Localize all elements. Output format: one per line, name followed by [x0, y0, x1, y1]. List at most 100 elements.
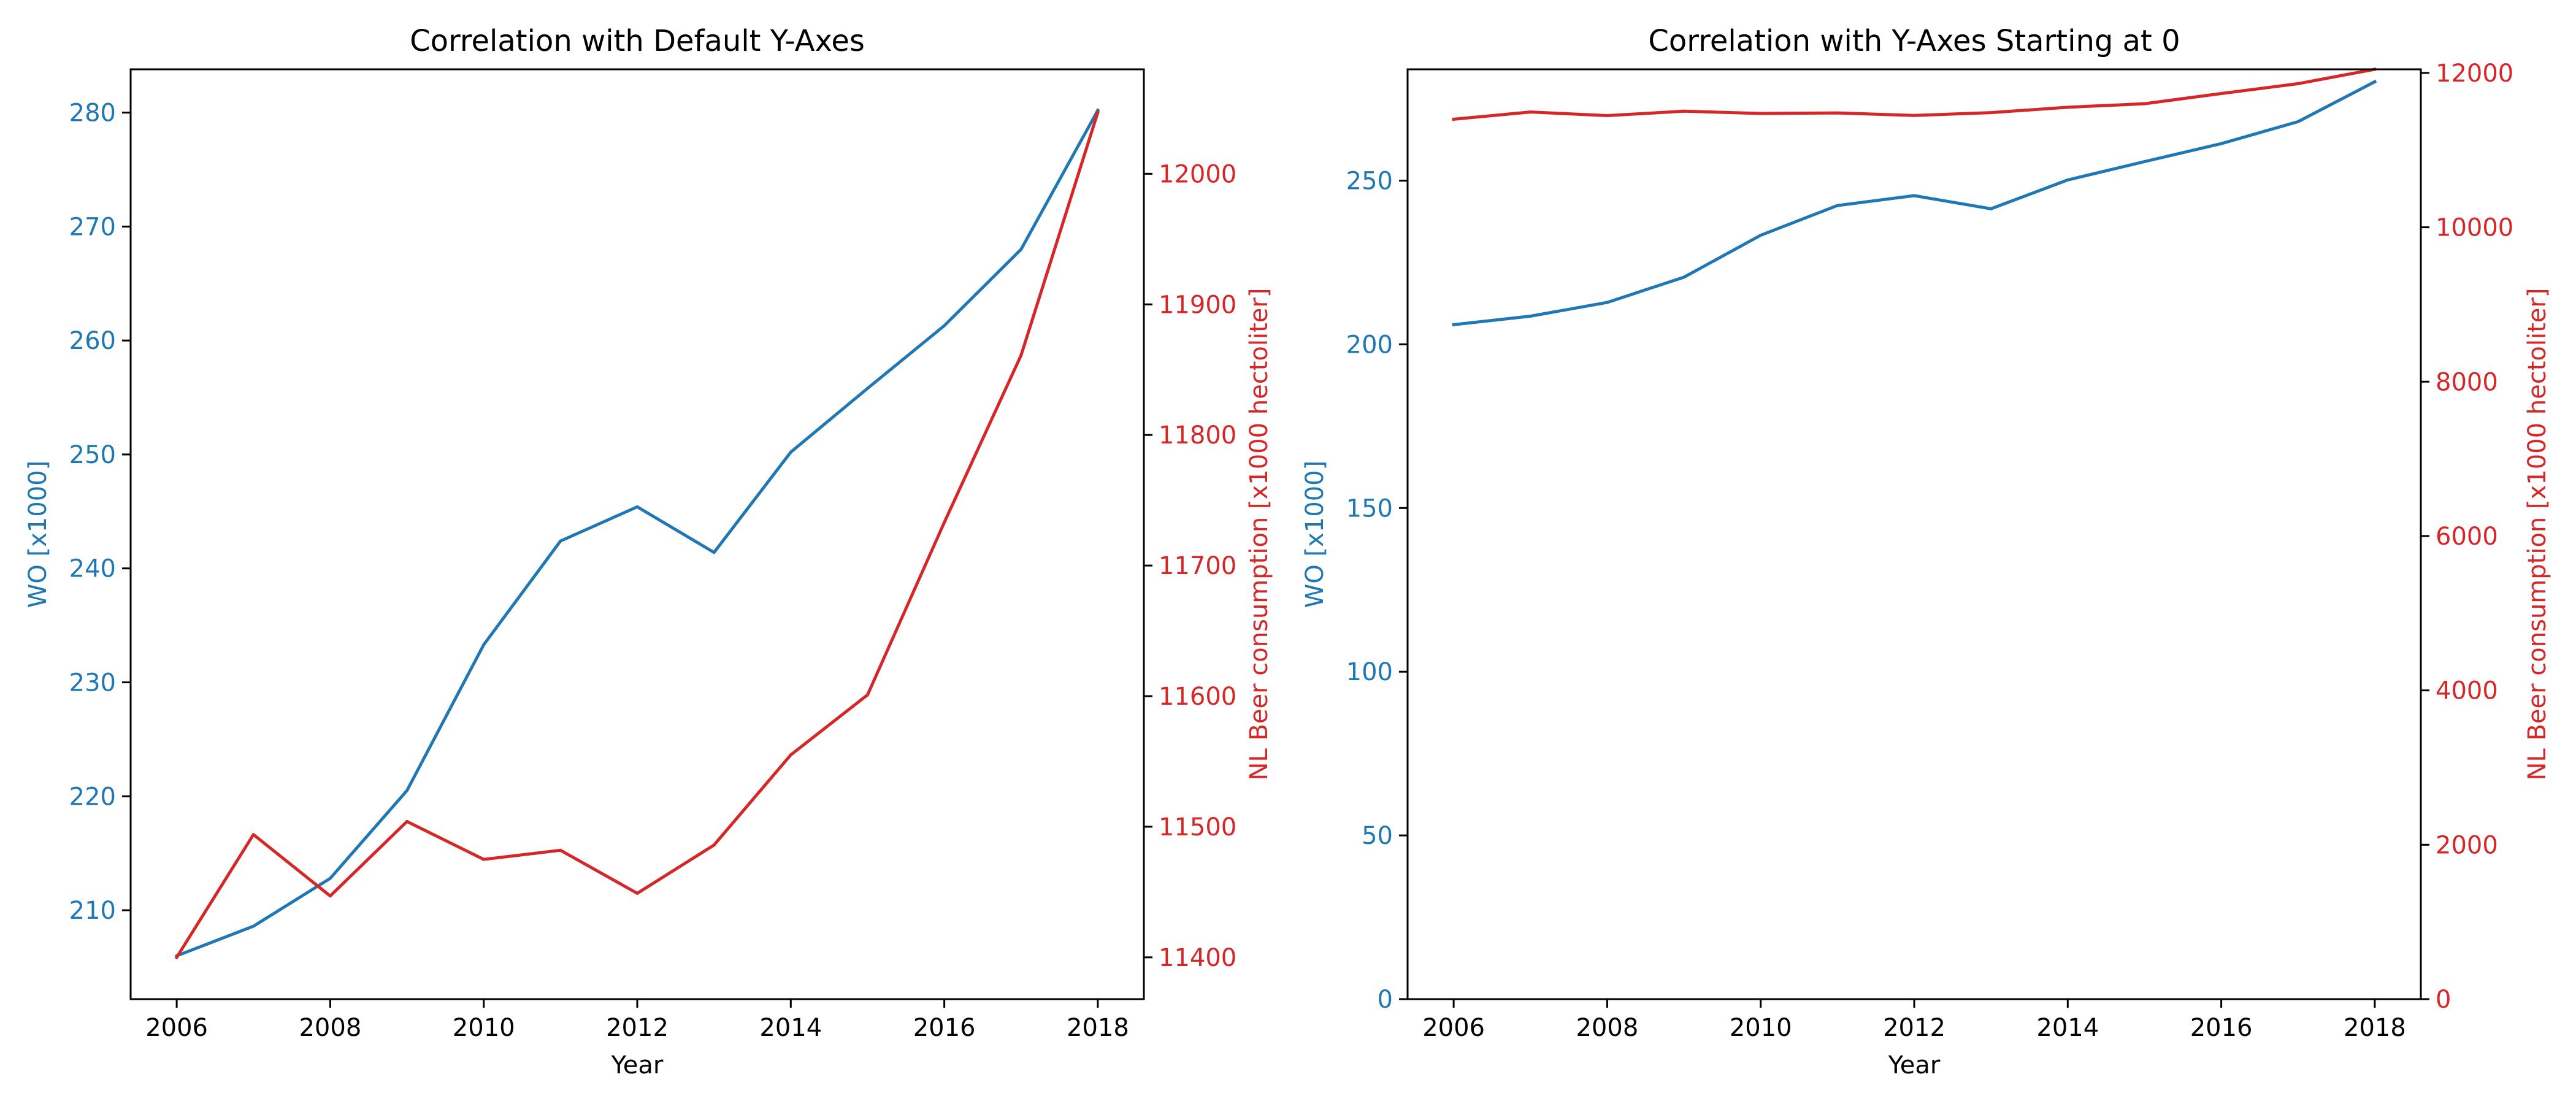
data-point-beer-2015: [2143, 102, 2146, 105]
y-left-tick-label: 270: [69, 213, 116, 241]
data-point-beer-2014: [2066, 105, 2069, 109]
x-tick-label: 2014: [759, 1014, 822, 1042]
x-tick-label: 2010: [453, 1014, 515, 1042]
chart-1-x-ticks: 2006 2008 2010 2012 2014 2016 2018: [145, 999, 1129, 1042]
x-tick-label: 2012: [1883, 1014, 1945, 1042]
x-tick-label: 2016: [2190, 1014, 2253, 1042]
data-point-beer-2009: [405, 819, 408, 823]
chart-2-y-right-axis-label: NL Beer consumption [x1000 hectoliter]: [2523, 288, 2551, 781]
data-point-wo-2014: [789, 450, 792, 454]
y-left-tick-label: 250: [69, 441, 116, 469]
x-tick-label: 2018: [1067, 1014, 1129, 1042]
chart-2-title: Correlation with Y-Axes Starting at 0: [1648, 24, 2180, 58]
chart-1-y-left-axis-label: WO [x1000]: [24, 461, 52, 608]
chart-2-series-wo: [1452, 79, 2377, 327]
data-point-beer-2011: [1836, 111, 1839, 115]
y-left-tick-label: 210: [69, 897, 116, 925]
y-left-tick-label: 220: [69, 783, 116, 811]
chart-1-series-beer: [174, 110, 1100, 960]
chart-1-y-right-ticks: 11400 11500 11600 11700 11800 11900 12000: [1144, 160, 1236, 972]
data-point-beer-2011: [559, 848, 562, 852]
data-point-wo-2012: [1912, 194, 1916, 197]
data-point-beer-2008: [328, 894, 332, 898]
y-left-tick-label: 240: [69, 555, 116, 583]
data-point-wo-2010: [482, 643, 486, 646]
y-left-tick-label: 230: [69, 669, 116, 697]
y-right-tick-label: 0: [2436, 986, 2451, 1014]
y-left-tick-label: 100: [1346, 658, 1393, 686]
chart-1-y-right-axis-label: NL Beer consumption [x1000 hectoliter]: [1245, 288, 1273, 781]
data-point-wo-2016: [943, 324, 946, 328]
chart-1-series-wo: [174, 108, 1100, 958]
chart-zero-axes: 2006 2008 2010 2012 2014 2016 2018 0 50 100 150 20…: [1301, 24, 2551, 1079]
data-point-beer-2007: [251, 833, 255, 837]
chart-2-x-ticks: 2006 2008 2010 2012 2014 2016 2018: [1422, 999, 2406, 1042]
data-point-beer-2015: [866, 693, 869, 697]
chart-1-y-left-ticks: 210 220 230 240 250 260 270 280: [69, 99, 131, 925]
data-point-wo-2008: [1605, 301, 1609, 304]
y-left-tick-label: 150: [1346, 494, 1393, 523]
data-point-beer-2018: [1096, 110, 1100, 114]
chart-default-axes: 2006 2008 2010 2012 2014 2016 2018 210 220 230 24…: [24, 24, 1273, 1079]
y-right-tick-label: 2000: [2436, 831, 2498, 859]
chart-1-x-axis-label: Year: [611, 1051, 664, 1079]
y-right-tick-label: 4000: [2436, 677, 2498, 705]
y-left-tick-label: 200: [1346, 331, 1393, 359]
data-point-beer-2006: [175, 956, 178, 959]
data-point-wo-2010: [1759, 234, 1763, 237]
y-right-tick-label: 11400: [1159, 944, 1236, 972]
chart-2-y-left-ticks: 0 50 100 150 200 250: [1346, 167, 1408, 1014]
y-right-tick-label: 11500: [1159, 813, 1236, 841]
data-point-beer-2006: [1452, 117, 1455, 121]
chart-2-x-axis-label: Year: [1888, 1051, 1941, 1079]
data-point-beer-2017: [1019, 353, 1023, 357]
y-right-tick-label: 11700: [1159, 552, 1236, 580]
data-point-wo-2013: [1989, 207, 1993, 210]
data-point-wo-2017: [2296, 120, 2300, 123]
data-point-wo-2006: [1452, 323, 1455, 326]
x-tick-label: 2008: [1576, 1014, 1638, 1042]
y-right-tick-label: 11600: [1159, 683, 1236, 711]
x-tick-label: 2006: [1422, 1014, 1485, 1042]
data-point-beer-2010: [482, 857, 486, 861]
y-left-tick-label: 0: [1378, 986, 1393, 1014]
x-tick-label: 2010: [1730, 1014, 1792, 1042]
chart-2-series-beer: [1452, 67, 2377, 121]
data-point-wo-2011: [1836, 204, 1839, 207]
data-point-wo-2014: [2066, 178, 2069, 182]
data-point-wo-2015: [866, 386, 869, 390]
data-point-beer-2013: [1989, 111, 1993, 115]
data-point-beer-2016: [2220, 92, 2223, 95]
x-tick-label: 2014: [2036, 1014, 2099, 1042]
data-point-beer-2013: [712, 843, 716, 847]
x-tick-label: 2006: [145, 1014, 208, 1042]
y-right-tick-label: 6000: [2436, 523, 2498, 551]
chart-1-title: Correlation with Default Y-Axes: [410, 24, 865, 58]
chart-2-y-right-ticks: 0 2000 4000 6000 8000 10000 12000: [2421, 59, 2513, 1014]
chart-2-y-left-axis-label: WO [x1000]: [1301, 461, 1329, 608]
data-point-beer-2008: [1605, 114, 1609, 117]
data-point-beer-2012: [1912, 113, 1916, 117]
y-right-tick-label: 10000: [2436, 214, 2513, 242]
x-tick-label: 2016: [913, 1014, 976, 1042]
data-point-wo-2012: [635, 505, 639, 508]
y-right-tick-label: 12000: [1159, 160, 1236, 188]
y-right-tick-label: 11800: [1159, 421, 1236, 450]
y-right-tick-label: 11900: [1159, 291, 1236, 319]
y-left-tick-label: 50: [1362, 822, 1393, 850]
data-point-wo-2015: [2143, 160, 2146, 163]
y-left-tick-label: 280: [69, 99, 116, 128]
data-point-wo-2009: [405, 789, 408, 792]
data-point-wo-2009: [1682, 275, 1685, 279]
y-left-tick-label: 250: [1346, 167, 1393, 195]
y-left-tick-label: 260: [69, 327, 116, 355]
data-point-wo-2008: [328, 876, 332, 880]
data-point-beer-2017: [2296, 82, 2300, 85]
data-point-wo-2011: [559, 539, 562, 543]
x-tick-label: 2008: [299, 1014, 361, 1042]
data-point-beer-2016: [943, 521, 946, 524]
data-point-wo-2017: [1019, 248, 1023, 251]
data-point-wo-2013: [712, 551, 716, 554]
